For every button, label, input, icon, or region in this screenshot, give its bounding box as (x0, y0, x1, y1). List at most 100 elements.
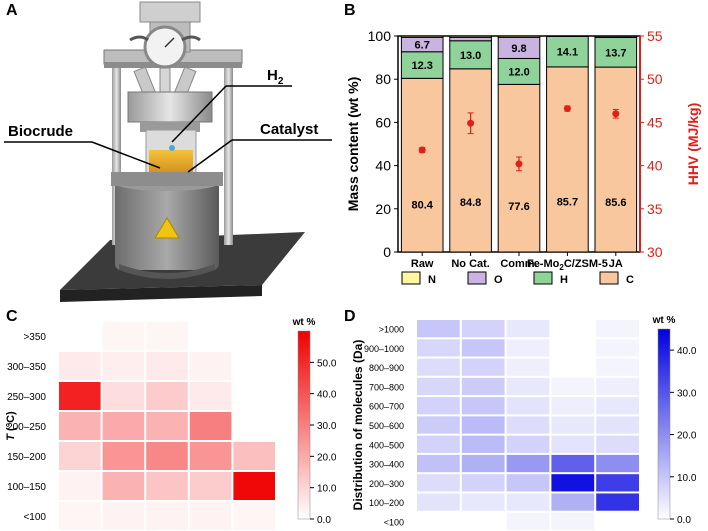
row-label: 500–600 (369, 421, 404, 431)
heatmap-cell (506, 435, 550, 453)
heatmap-cell (596, 358, 639, 376)
row-label: 250–300 (7, 392, 46, 403)
colorbar-tick-label: 30.0 (317, 421, 337, 432)
heatmap-cell (417, 397, 460, 415)
heatmap-cell (417, 454, 460, 473)
colorbar-title: wt % (652, 315, 676, 326)
heatmap-cell (189, 382, 232, 410)
heatmap-cell (189, 352, 232, 380)
heatmap-cell (506, 339, 550, 357)
heatmap-cell (506, 320, 550, 338)
y2-axis-label: HHV (MJ/kg) (685, 103, 701, 185)
bar-label-O-0: 6.7 (415, 40, 430, 52)
heatmap-cell (596, 454, 639, 473)
heatmap-cell (417, 474, 460, 492)
legend-label-C: C (626, 274, 634, 286)
heatmap-cell (59, 382, 101, 410)
label-biocrude: Biocrude (8, 123, 73, 140)
heatmap-cell (551, 474, 595, 492)
y-axis-label: Mass content (wt %) (345, 77, 361, 212)
y-tick-label: 60 (375, 114, 391, 130)
colorbar (657, 328, 671, 520)
bar-H-1 (449, 40, 492, 70)
heatmap-cell (461, 416, 505, 434)
hhv-point (563, 105, 571, 113)
y2-tick-label: 55 (647, 28, 663, 44)
heatmap-cell (189, 502, 232, 530)
heatmap-cell (596, 474, 639, 492)
bar-label-C-2: 77.6 (508, 201, 529, 213)
row-label: 300–350 (7, 362, 46, 373)
legend-swatch-C (599, 271, 619, 285)
hhv-point (467, 119, 475, 127)
heatmap-cell (551, 454, 595, 473)
heatmap-cell (596, 320, 639, 338)
row-label: <100 (23, 512, 46, 523)
heatmap-cell (551, 377, 595, 396)
row-label: 200–250 (7, 422, 46, 433)
heatmap-cell (596, 377, 639, 396)
heatmap-cell (146, 322, 188, 350)
heatmap-cell (417, 320, 460, 338)
colorbar-tick-label: 0.0 (317, 515, 331, 526)
heatmap-cell (233, 502, 275, 530)
colorbar-tick-label: 10.0 (677, 473, 697, 484)
bar-N-1 (449, 35, 492, 38)
legend-swatch-H (533, 271, 553, 285)
hhv-point (515, 160, 523, 168)
label-catalyst: Catalyst (260, 121, 318, 138)
heatmap-cell (59, 412, 101, 440)
colorbar-tick-label: 50.0 (317, 358, 337, 369)
heatmap-cell (102, 382, 145, 410)
heatmap-cell (233, 442, 275, 470)
hhv-point (418, 146, 426, 154)
row-label: 100–150 (7, 482, 46, 493)
heatmap-cell (417, 377, 460, 396)
warning-triangle-icon (154, 217, 180, 239)
colorbar-tick-label: 40.0 (317, 390, 337, 401)
heatmap-cell (551, 493, 595, 511)
y-tick-label: 100 (368, 28, 392, 44)
heatmap-cell (506, 358, 550, 376)
panel-letter-d: D (344, 308, 356, 325)
reactor-head (127, 91, 213, 123)
heatmap-cell (596, 435, 639, 453)
colorbar-tick-label: 20.0 (677, 431, 697, 442)
y2-tick-label: 40 (647, 158, 663, 174)
heatmap-cell (461, 358, 505, 376)
legend-label-H: H (560, 274, 568, 286)
bar-label-H-0: 12.3 (411, 60, 432, 72)
heatmap-cell (146, 412, 188, 440)
heatmap-cell (461, 474, 505, 492)
heatmap-cell (596, 416, 639, 434)
heatmap-cell (417, 493, 460, 511)
legend-swatch-N (401, 271, 421, 285)
x-tick-label: No Cat. (451, 258, 490, 270)
x-tick-label: Raw (411, 258, 434, 270)
heatmap-cell (146, 502, 188, 530)
heatmap-cell (506, 474, 550, 492)
heatmap-cell (551, 435, 595, 453)
heatmap-cell (461, 493, 505, 511)
legend-swatch-O (467, 271, 487, 285)
heatmap-cell (102, 352, 145, 380)
colorbar-tick-label: 10.0 (317, 484, 337, 495)
row-label: 200–300 (369, 479, 404, 489)
y-axis-label: Distribution of molecules (Da) (351, 340, 365, 511)
colorbar-tick-label: 20.0 (317, 452, 337, 463)
heatmap-cell (59, 502, 101, 530)
bar-label-O-2: 9.8 (511, 43, 526, 55)
heatmap-cell (102, 442, 145, 470)
heatmap-cell (506, 416, 550, 434)
y-tick-label: 80 (375, 71, 391, 87)
heatmap-cell (102, 472, 145, 500)
y-tick-label: 0 (383, 244, 391, 260)
bar-H-0 (400, 51, 444, 79)
heatmap-cell (417, 358, 460, 376)
molecule-distribution-heatmap: >1000 900–1000 800–900 700–800 600–700 500–60… (351, 315, 697, 530)
legend-label-N: N (428, 274, 436, 286)
heatmap-cell (461, 435, 505, 453)
bar-H-2 (497, 57, 541, 85)
row-label: 150–200 (7, 452, 46, 463)
colorbar-tick-label: 40.0 (677, 346, 697, 357)
